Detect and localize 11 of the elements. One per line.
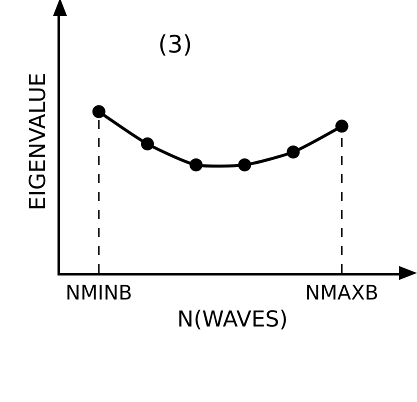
point xyxy=(335,120,348,133)
point xyxy=(238,158,252,172)
point xyxy=(190,158,203,172)
x-tick-label: NMINB xyxy=(65,280,132,304)
x-axis-title: N(WAVES) xyxy=(177,308,288,333)
point xyxy=(140,137,154,150)
point xyxy=(286,145,300,158)
y-axis-title: EIGENVALUE xyxy=(26,72,52,210)
point xyxy=(92,105,106,118)
x-tick-label: NMAXB xyxy=(305,280,378,304)
chart-title: (3) xyxy=(158,30,192,59)
